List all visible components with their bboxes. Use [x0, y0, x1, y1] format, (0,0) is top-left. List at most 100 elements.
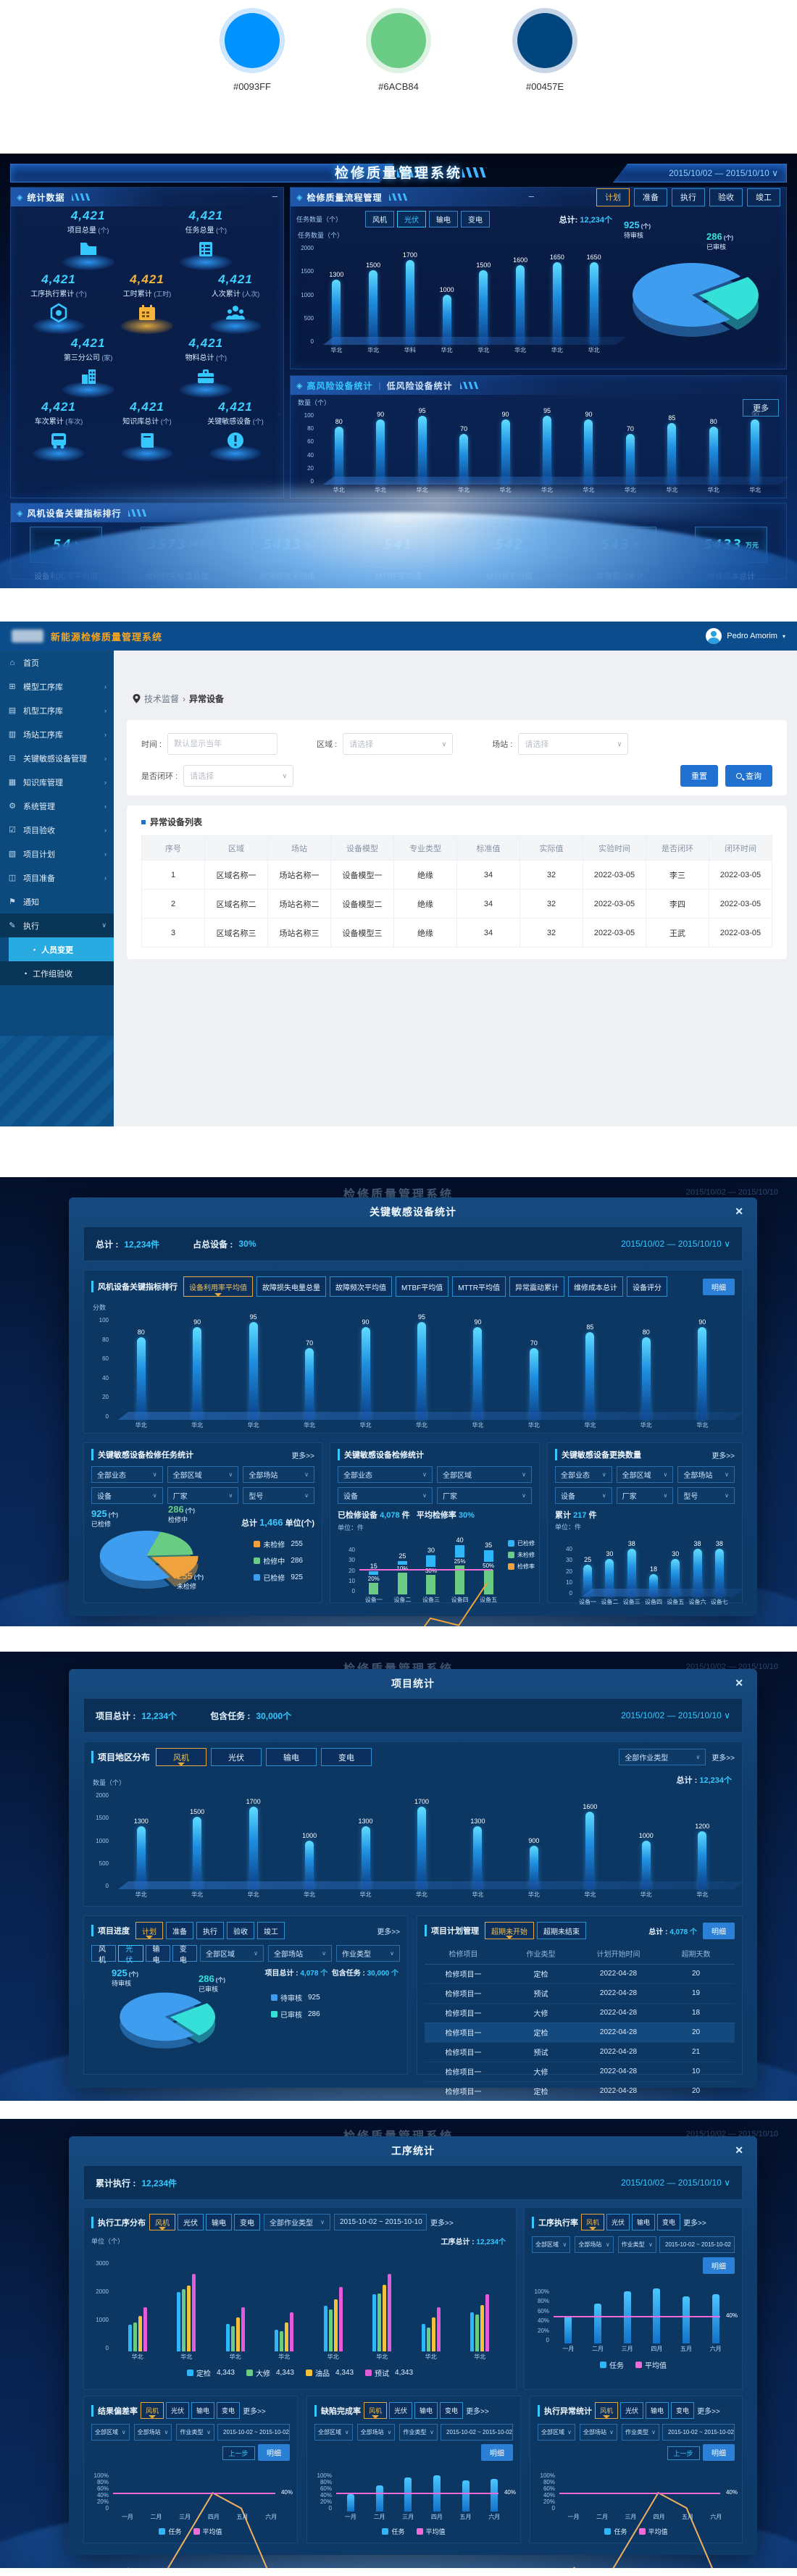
- date-range-picker[interactable]: 2015/10/02 — 2015/10/10 ∨: [621, 1710, 730, 1720]
- select-厂家[interactable]: 厂家 ∨: [616, 1487, 674, 1504]
- tab-准备[interactable]: 准备: [634, 188, 667, 206]
- sidebar-item-knowledge[interactable]: ▦ 知识库管理 ›: [0, 770, 114, 794]
- date-select[interactable]: 2015-10-02 ~ 2015-10-02∨: [662, 2424, 735, 2441]
- select-全部场站[interactable]: 全部场站 ∨: [133, 2424, 172, 2441]
- sidebar-item-station-library[interactable]: ▥ 场站工序库 ›: [0, 722, 114, 746]
- prev-step-button[interactable]: 上一步: [667, 2446, 700, 2460]
- detail-button[interactable]: 明细: [258, 2444, 290, 2461]
- tab-维修成本总计[interactable]: 维修成本总计: [568, 1276, 623, 1297]
- tab-设备利用率平均值[interactable]: 设备利用率平均值: [183, 1276, 253, 1297]
- tab-光伏[interactable]: 光伏: [178, 2214, 204, 2230]
- date-select[interactable]: 2015-10-02 ~ 2015-10-02∨: [659, 2236, 735, 2253]
- detail-button[interactable]: 明细: [703, 2257, 735, 2274]
- more-link[interactable]: 更多>>: [291, 1452, 314, 1460]
- tab-准备[interactable]: 准备: [166, 1922, 193, 1939]
- work-type-select[interactable]: 全部作业类型 ∨: [264, 2214, 330, 2230]
- tab-计划[interactable]: 计划: [596, 188, 630, 206]
- date-select[interactable]: 2015-10-02 ~ 2015-10-02∨: [217, 2424, 290, 2441]
- search-button[interactable]: 查询: [725, 765, 772, 787]
- select-厂家[interactable]: 厂家 ∨: [167, 1487, 239, 1504]
- tab-风机[interactable]: 风机: [91, 1945, 117, 1965]
- select-全部区域[interactable]: 全部区域 ∨: [314, 2424, 353, 2441]
- tab-变电[interactable]: 变电: [461, 211, 491, 227]
- tab-设备评分[interactable]: 设备评分: [627, 1276, 667, 1297]
- close-icon[interactable]: ✕: [735, 1205, 744, 1217]
- tab-变电[interactable]: 变电: [321, 1748, 372, 1766]
- select-全部场站[interactable]: 全部场站 ∨: [677, 1466, 735, 1483]
- select-全部场站[interactable]: 全部场站 ∨: [356, 2424, 396, 2441]
- tab-输电[interactable]: 输电: [632, 2214, 656, 2230]
- prev-step-button[interactable]: 上一步: [222, 2446, 255, 2460]
- sidebar-item-execute[interactable]: ✎ 执行 ∨: [0, 913, 114, 937]
- select-全部区域[interactable]: 全部区域 ∨: [437, 1466, 532, 1483]
- time-input[interactable]: [167, 733, 278, 755]
- tab-执行[interactable]: 执行: [196, 1922, 224, 1939]
- tab-验收[interactable]: 验收: [227, 1922, 254, 1939]
- sidebar-item-system[interactable]: ⚙ 系统管理 ›: [0, 794, 114, 818]
- tab-风机[interactable]: 风机: [149, 2214, 175, 2230]
- sidebar-item-machine-library[interactable]: ▤ 机型工序库 ›: [0, 698, 114, 722]
- region-select[interactable]: 请选择 ∨: [343, 733, 454, 755]
- select-型号[interactable]: 型号 ∨: [243, 1487, 314, 1504]
- tab-风机[interactable]: 风机: [581, 2214, 605, 2230]
- tab-风机[interactable]: 风机: [365, 211, 395, 227]
- more-link[interactable]: 更多>>: [377, 1928, 400, 1936]
- detail-button[interactable]: 明细: [703, 1922, 735, 1939]
- detail-button[interactable]: 明细: [703, 2444, 735, 2461]
- reset-button[interactable]: 重置: [680, 765, 718, 787]
- date-range-picker[interactable]: 2015/10/02 — 2015/10/10 ∨: [621, 1239, 730, 1249]
- tab-输电[interactable]: 输电: [266, 1748, 317, 1766]
- select-厂家[interactable]: 厂家 ∨: [437, 1487, 532, 1504]
- tab-输电[interactable]: 输电: [429, 211, 459, 227]
- tab-执行[interactable]: 执行: [672, 188, 705, 206]
- breadcrumb-section[interactable]: 技术监督: [144, 694, 180, 704]
- select-设备[interactable]: 设备 ∨: [91, 1487, 163, 1504]
- tab-超期未开始[interactable]: 超期未开始: [485, 1922, 534, 1939]
- collapse-button[interactable]: –: [528, 191, 534, 201]
- station-select[interactable]: 请选择 ∨: [518, 733, 629, 755]
- tab-high-risk[interactable]: 高风险设备统计: [306, 380, 373, 391]
- select-全部场站[interactable]: 全部场站 ∨: [243, 1466, 314, 1483]
- tab-故障频次平均值[interactable]: 故障频次平均值: [330, 1276, 392, 1297]
- tab-变电[interactable]: 变电: [234, 2214, 260, 2230]
- sidebar-item-project-plan[interactable]: ▧ 项目计划 ›: [0, 842, 114, 866]
- more-link[interactable]: 更多>>: [697, 2408, 720, 2416]
- tab-故障损失电量总量[interactable]: 故障损失电量总量: [256, 1276, 326, 1297]
- date-range-picker[interactable]: 2015/10/02 — 2015/10/10 ∨: [621, 2178, 730, 2188]
- detail-button[interactable]: 明细: [703, 1278, 735, 1295]
- select-全部场站[interactable]: 全部场站 ∨: [575, 2236, 614, 2253]
- select-设备[interactable]: 设备 ∨: [555, 1487, 612, 1504]
- select-全部区域[interactable]: 全部区域 ∨: [200, 1945, 264, 1962]
- select-全部场站[interactable]: 全部场站 ∨: [268, 1945, 332, 1962]
- date-select[interactable]: 2015-10-02 ~ 2015-10-10∨: [334, 2214, 427, 2230]
- select-作业类型[interactable]: 作业类型 ∨: [617, 2236, 656, 2253]
- date-range-picker[interactable]: 2015/10/02 — 2015/10/10 ∨: [669, 168, 778, 178]
- sidebar-item-personnel-change[interactable]: • 人员变更: [9, 937, 114, 961]
- select-全部区域[interactable]: 全部区域 ∨: [538, 2424, 575, 2441]
- sidebar-item-notice[interactable]: ⚑ 通知: [0, 890, 114, 913]
- sidebar-item-workgroup-accept[interactable]: • 工作组验收: [0, 961, 114, 985]
- select-型号[interactable]: 型号 ∨: [677, 1487, 735, 1504]
- tab-光伏[interactable]: 光伏: [389, 2402, 413, 2419]
- select-全部业态[interactable]: 全部业态 ∨: [338, 1466, 433, 1483]
- tab-光伏[interactable]: 光伏: [606, 2214, 630, 2230]
- more-link[interactable]: 更多>>: [683, 2220, 706, 2228]
- tab-输电[interactable]: 输电: [191, 2402, 215, 2419]
- tab-变电[interactable]: 变电: [671, 2402, 695, 2419]
- tab-MTBF平均值[interactable]: MTBF平均值: [396, 1276, 449, 1297]
- more-link[interactable]: 更多>>: [430, 2220, 454, 2228]
- work-type-select[interactable]: 全部作业类型 ∨: [619, 1749, 706, 1765]
- tab-竣工[interactable]: 竣工: [257, 1922, 285, 1939]
- select-设备[interactable]: 设备 ∨: [338, 1487, 433, 1504]
- select-作业类型[interactable]: 作业类型 ∨: [399, 2424, 438, 2441]
- tab-风机[interactable]: 风机: [595, 2402, 619, 2419]
- tab-风机[interactable]: 风机: [364, 2402, 388, 2419]
- more-button[interactable]: 更多: [743, 399, 779, 417]
- select-全部区域[interactable]: 全部区域 ∨: [91, 2424, 130, 2441]
- select-全部区域[interactable]: 全部区域 ∨: [167, 1466, 239, 1483]
- sidebar-item-model-library[interactable]: ⊞ 模型工序库 ›: [0, 674, 114, 698]
- tab-输电[interactable]: 输电: [145, 1945, 170, 1965]
- tab-光伏[interactable]: 光伏: [166, 2402, 190, 2419]
- tab-异常震动累计[interactable]: 异常震动累计: [509, 1276, 564, 1297]
- select-全部业态[interactable]: 全部业态 ∨: [555, 1466, 612, 1483]
